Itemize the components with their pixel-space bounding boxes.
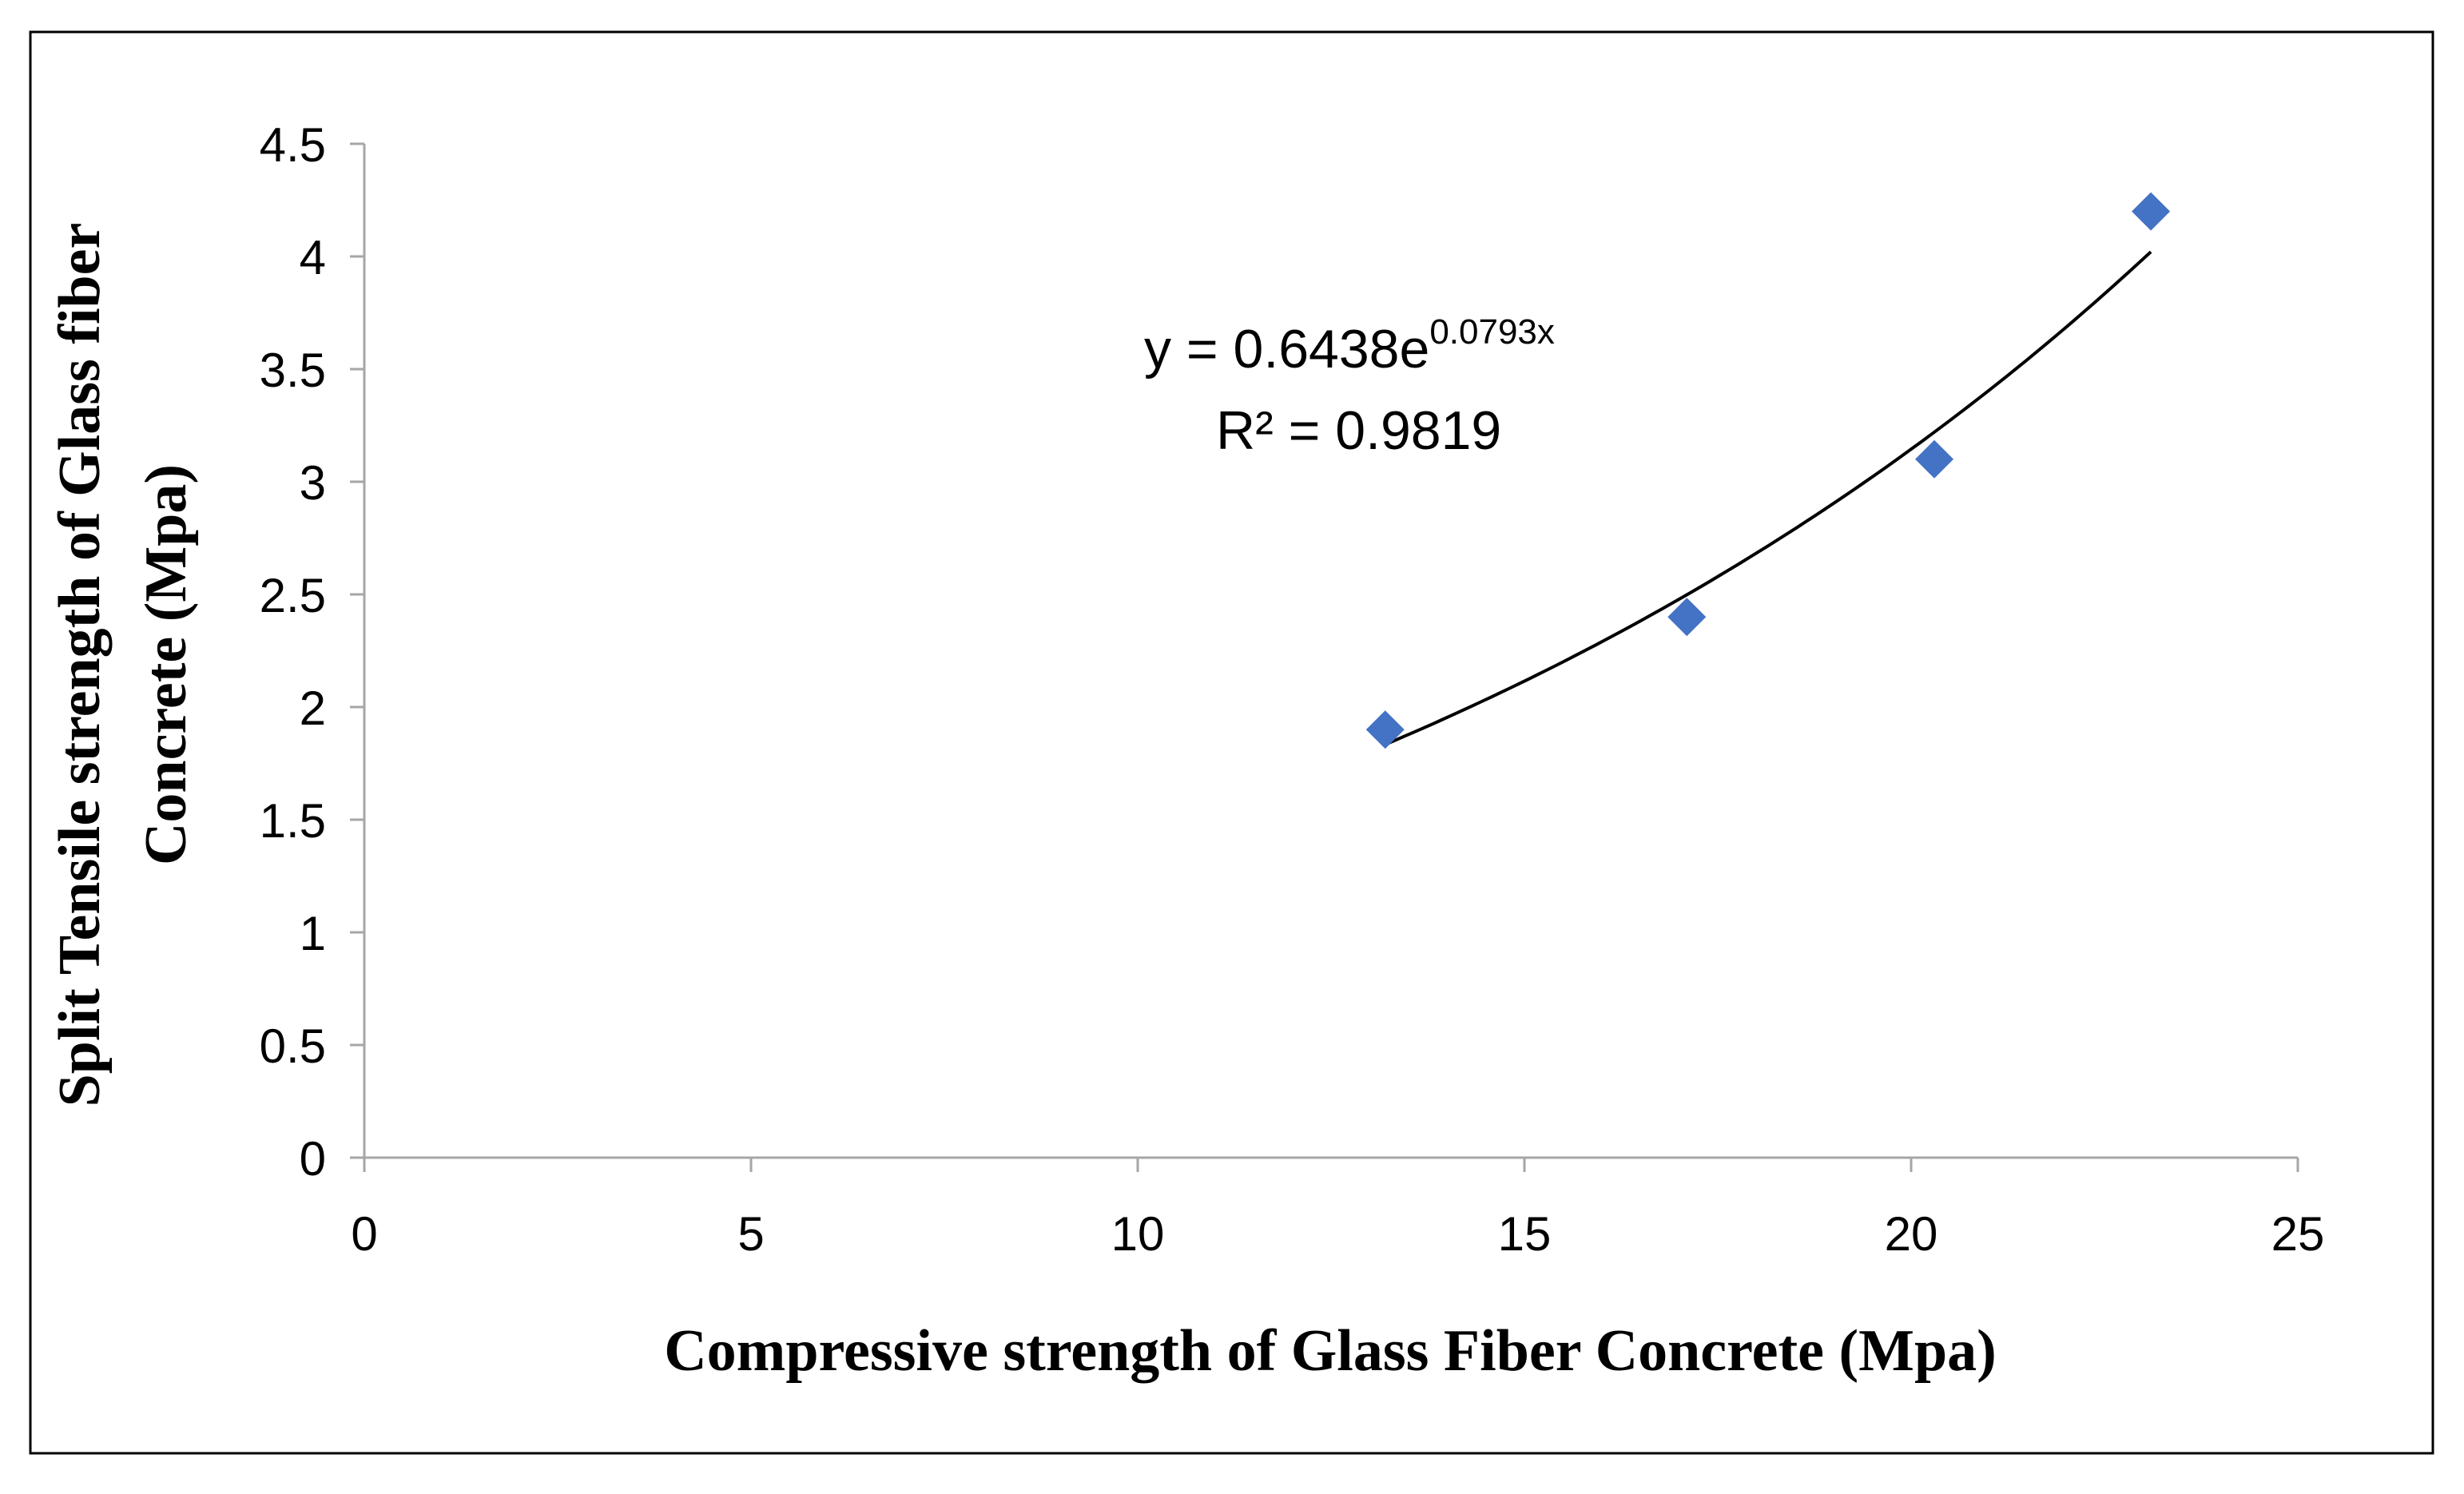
trendline-equation: y = 0.6438e0.0793x xyxy=(1144,312,1555,379)
x-tick-label: 5 xyxy=(737,1207,764,1261)
x-tick-label: 0 xyxy=(351,1207,377,1261)
y-tick-label: 4.5 xyxy=(260,118,326,172)
y-tick-label: 3.5 xyxy=(260,344,326,397)
y-tick-label: 3 xyxy=(300,456,326,510)
x-tick-label: 20 xyxy=(1885,1207,1938,1261)
x-axis-title: Compressive strength of Glass Fiber Conc… xyxy=(664,1318,1997,1384)
y-axis-title-line-1: Split Tensile strength of Glass fiber xyxy=(47,223,113,1107)
trendline xyxy=(1385,250,2152,746)
data-point xyxy=(1667,598,1707,637)
y-tick-label: 1.5 xyxy=(260,794,326,848)
r-squared-label: R² = 0.9819 xyxy=(1216,400,1501,461)
x-tick-label: 10 xyxy=(1111,1207,1165,1261)
axes xyxy=(363,144,2298,1159)
data-points xyxy=(1365,192,2171,749)
y-axis-title-line-2: Concrete (Mpa) xyxy=(133,464,199,865)
data-point xyxy=(1915,439,1954,479)
y-tick-label: 2.5 xyxy=(260,569,326,622)
equation-exponent: 0.0793x xyxy=(1429,312,1555,352)
y-tick-label: 1 xyxy=(300,907,326,960)
y-tick-label: 0 xyxy=(300,1132,326,1186)
y-axis-title: Split Tensile strength of Glass fiber Co… xyxy=(47,223,199,1107)
data-point xyxy=(1365,710,1405,749)
x-tick-label: 15 xyxy=(1498,1207,1552,1261)
y-axis-ticks: 0 0.5 1 1.5 2 2.5 3 3.5 4 4.5 xyxy=(260,118,364,1186)
data-point xyxy=(2132,192,2171,231)
y-tick-label: 4 xyxy=(300,231,326,284)
x-axis-ticks: 0 5 10 15 20 25 xyxy=(351,1158,2324,1261)
equation-prefix: y = 0.6438e xyxy=(1144,319,1429,379)
y-tick-label: 0.5 xyxy=(260,1019,326,1073)
x-tick-label: 25 xyxy=(2271,1207,2325,1261)
chart-border xyxy=(29,30,2434,1455)
y-tick-label: 2 xyxy=(300,681,326,735)
